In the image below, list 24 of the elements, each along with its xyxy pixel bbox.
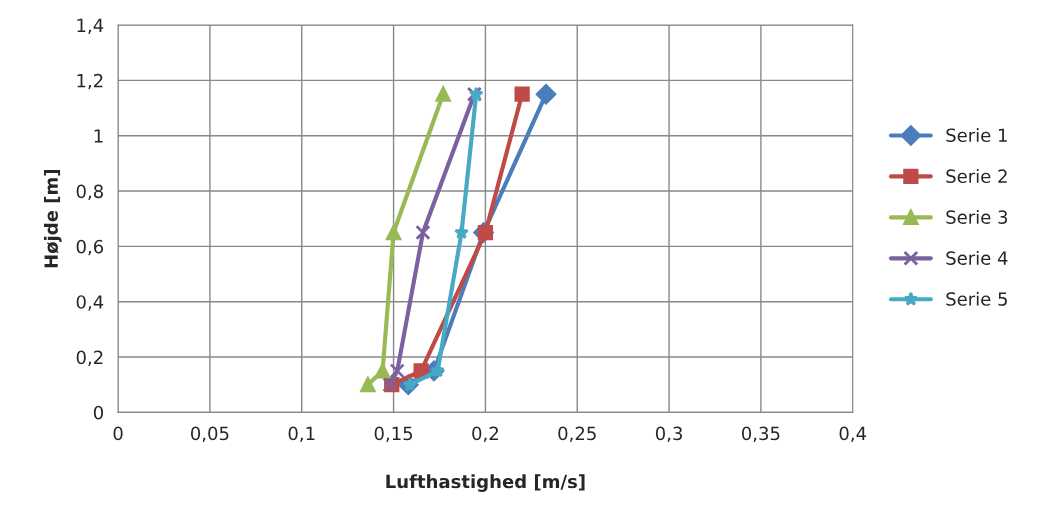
y-axis-title: Højde [m]: [43, 170, 62, 268]
x-tick-label: 0,15: [374, 426, 413, 443]
x-tick-label: 0,3: [655, 426, 682, 443]
x-tick-label: 0,25: [558, 426, 596, 443]
legend-label: Serie 4: [946, 250, 1008, 265]
legend-label: Serie 1: [946, 128, 1007, 143]
y-tick-label: 0,4: [76, 295, 104, 311]
x-axis-title: Lufthastighed [m/s]: [386, 474, 585, 492]
x-tick-label: 0,35: [741, 426, 780, 443]
x-tick-label: 0,4: [839, 426, 867, 443]
y-tick-label: 0,6: [76, 239, 104, 256]
x-tick-label: 0,1: [288, 426, 315, 443]
legend-label: Serie 5: [946, 291, 1007, 306]
legend-label: Serie 3: [946, 209, 1008, 224]
x-tick-label: 0,2: [472, 426, 498, 443]
legend-label: Serie 2: [946, 169, 1007, 184]
y-tick-label: 0: [93, 405, 103, 420]
x-tick-label: 0: [113, 426, 123, 441]
y-tick-label: 1,4: [77, 18, 104, 35]
y-tick-label: 0,8: [76, 184, 103, 201]
y-tick-label: 1,2: [77, 73, 103, 90]
y-tick-label: 0,2: [76, 350, 103, 367]
y-tick-label: 1: [94, 129, 103, 143]
x-tick-label: 0,05: [191, 426, 229, 443]
